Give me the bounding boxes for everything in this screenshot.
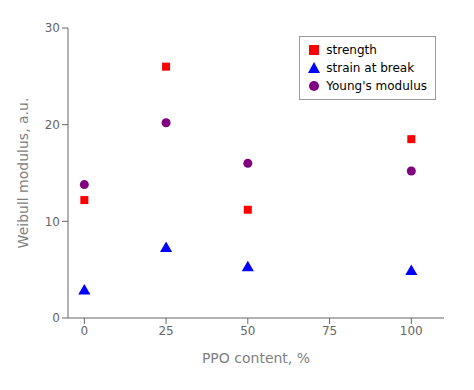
svg-text:PPO content, %: PPO content, % [202, 350, 310, 366]
html-text:strength: strength [326, 43, 377, 57]
svg-text:50: 50 [240, 324, 255, 338]
svg-text:25: 25 [158, 324, 173, 338]
svg-text:10: 10 [45, 215, 60, 229]
svg-text:0: 0 [52, 311, 60, 325]
html-text:Young's modulus: Young's modulus [326, 79, 427, 93]
svg-text:75: 75 [322, 324, 337, 338]
svg-text:100: 100 [400, 324, 423, 338]
svg-text:30: 30 [45, 21, 60, 35]
svg-text:Weibull modulus, a.u.: Weibull modulus, a.u. [15, 98, 31, 249]
html-text:strain at break: strain at break [326, 61, 415, 75]
svg-text:20: 20 [45, 118, 60, 132]
svg-text:0: 0 [81, 324, 89, 338]
